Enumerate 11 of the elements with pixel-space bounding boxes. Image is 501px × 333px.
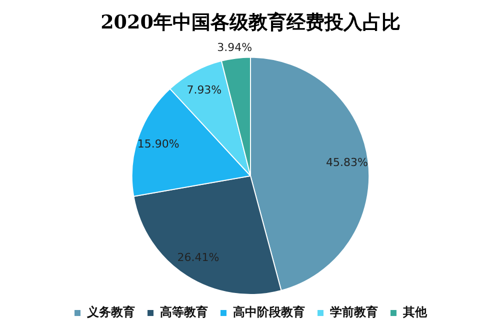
- legend-label: 高等教育: [160, 305, 208, 320]
- legend-label: 其他: [402, 305, 428, 320]
- legend-label: 义务教育: [86, 305, 135, 320]
- data-label: 7.93%: [186, 83, 222, 96]
- data-label: 15.90%: [137, 138, 180, 151]
- legend-label: 高中阶段教育: [233, 305, 305, 320]
- data-label: 45.83%: [326, 156, 368, 170]
- chart-title: 2020年中国各级教育经费投入占比: [100, 11, 400, 34]
- data-label: 26.41%: [177, 250, 220, 264]
- legend-label: 学前教育: [330, 305, 378, 320]
- data-label: 3.94%: [217, 41, 252, 54]
